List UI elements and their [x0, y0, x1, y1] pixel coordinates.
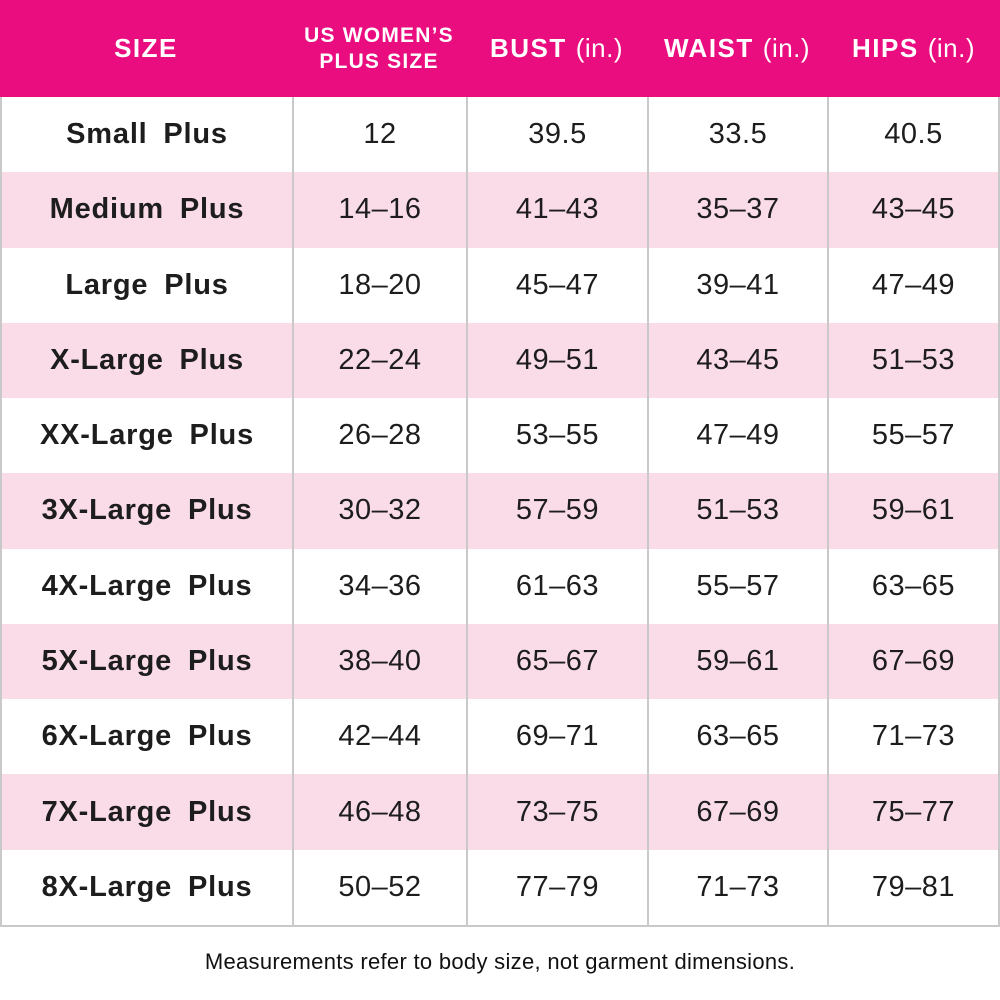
- measurement-value: 51–53: [647, 473, 827, 549]
- table-row: XX-Large Plus 26–28 53–55 47–49 55–57: [2, 398, 998, 474]
- header-us-plus-size: US WOMEN’S PLUS SIZE: [292, 0, 466, 97]
- measurement-value: 42–44: [292, 699, 466, 775]
- table-row: 4X-Large Plus 34–36 61–63 55–57 63–65: [2, 548, 998, 624]
- header-bust-unit: (in.): [575, 33, 624, 63]
- header-waist-label: WAIST: [663, 33, 754, 63]
- measurement-value: 59–61: [827, 473, 998, 549]
- measurement-value: 67–69: [647, 774, 827, 850]
- table-row: Small Plus 12 39.5 33.5 40.5: [2, 97, 998, 173]
- measurement-value: 69–71: [466, 699, 647, 775]
- size-label: 3X-Large Plus: [41, 494, 253, 527]
- header-us-line1: US WOMEN’S: [304, 24, 454, 48]
- measurement-value: 51–53: [827, 322, 998, 399]
- size-label: 5X-Large Plus: [41, 644, 253, 677]
- measurement-value: 26–28: [292, 398, 466, 474]
- measurement-value: 63–65: [647, 699, 827, 775]
- header-hips: HIPS (in.): [827, 0, 1000, 97]
- size-label: 6X-Large Plus: [41, 720, 253, 753]
- measurement-value: 12: [292, 97, 466, 173]
- table-row: 3X-Large Plus 30–32 57–59 51–53 59–61: [2, 473, 998, 549]
- measurement-value: 71–73: [647, 849, 827, 925]
- size-label: Small Plus: [66, 118, 228, 151]
- table-body: Small Plus 12 39.5 33.5 40.5 Medium Plus 14–16…: [0, 97, 1000, 927]
- table-row: 5X-Large Plus 38–40 65–67 59–61 67–69: [2, 623, 998, 700]
- header-size: SIZE: [0, 0, 292, 97]
- measurement-value: 55–57: [647, 548, 827, 624]
- measurement-value: 43–45: [647, 322, 827, 399]
- measurement-value: 39–41: [647, 247, 827, 323]
- header-bust-label: BUST: [489, 33, 567, 63]
- measurement-value: 53–55: [466, 398, 647, 474]
- header-hips-label: HIPS: [852, 33, 919, 63]
- header-bust: BUST (in.): [466, 0, 647, 97]
- table-row: 7X-Large Plus 46–48 73–75 67–69 75–77: [2, 774, 998, 850]
- measurement-value: 77–79: [466, 849, 647, 925]
- measurement-value: 22–24: [292, 322, 466, 399]
- measurement-value: 41–43: [466, 172, 647, 248]
- header-waist-unit: (in.): [762, 33, 811, 63]
- measurement-value: 34–36: [292, 548, 466, 624]
- header-size-label: SIZE: [114, 33, 178, 63]
- size-label: X-Large Plus: [50, 343, 244, 376]
- size-label: XX-Large Plus: [39, 419, 254, 452]
- measurement-value: 18–20: [292, 247, 466, 323]
- measurement-value: 67–69: [827, 623, 998, 700]
- header-us-line2: PLUS SIZE: [319, 49, 439, 73]
- size-chart: SIZE US WOMEN’S PLUS SIZE BUST (in.) WAI…: [0, 0, 1000, 974]
- table-row: 8X-Large Plus 50–52 77–79 71–73 79–81: [2, 849, 998, 925]
- measurement-value: 14–16: [292, 172, 466, 248]
- measurement-value: 47–49: [647, 398, 827, 474]
- measurement-value: 35–37: [647, 172, 827, 248]
- table-row: Medium Plus 14–16 41–43 35–37 43–45: [2, 172, 998, 248]
- size-label: 8X-Large Plus: [41, 870, 253, 903]
- size-label: 7X-Large Plus: [41, 795, 253, 828]
- measurement-value: 33.5: [647, 97, 827, 173]
- measurement-value: 71–73: [827, 699, 998, 775]
- table-header-row: SIZE US WOMEN’S PLUS SIZE BUST (in.) WAI…: [0, 0, 1000, 97]
- header-hips-unit: (in.): [927, 33, 975, 63]
- measurement-value: 30–32: [292, 473, 466, 549]
- measurement-value: 79–81: [827, 849, 998, 925]
- measurement-value: 73–75: [466, 774, 647, 850]
- measurement-value: 40.5: [827, 97, 998, 173]
- table-row: 6X-Large Plus 42–44 69–71 63–65 71–73: [2, 699, 998, 775]
- table-row: Large Plus 18–20 45–47 39–41 47–49: [2, 247, 998, 323]
- header-waist: WAIST (in.): [647, 0, 827, 97]
- measurement-value: 43–45: [827, 172, 998, 248]
- measurement-value: 39.5: [466, 97, 647, 173]
- measurement-value: 55–57: [827, 398, 998, 474]
- measurement-value: 65–67: [466, 623, 647, 700]
- measurement-value: 75–77: [827, 774, 998, 850]
- measurement-value: 46–48: [292, 774, 466, 850]
- size-label: 4X-Large Plus: [41, 569, 253, 602]
- measurement-value: 63–65: [827, 548, 998, 624]
- footnote: Measurements refer to body size, not gar…: [204, 949, 796, 974]
- measurement-value: 38–40: [292, 623, 466, 700]
- table-row: X-Large Plus 22–24 49–51 43–45 51–53: [2, 322, 998, 399]
- size-label: Large Plus: [65, 268, 229, 301]
- measurement-value: 59–61: [647, 623, 827, 700]
- measurement-value: 45–47: [466, 247, 647, 323]
- measurement-value: 50–52: [292, 849, 466, 925]
- measurement-value: 47–49: [827, 247, 998, 323]
- measurement-value: 57–59: [466, 473, 647, 549]
- size-label: Medium Plus: [49, 193, 245, 226]
- measurement-value: 49–51: [466, 322, 647, 399]
- measurement-value: 61–63: [466, 548, 647, 624]
